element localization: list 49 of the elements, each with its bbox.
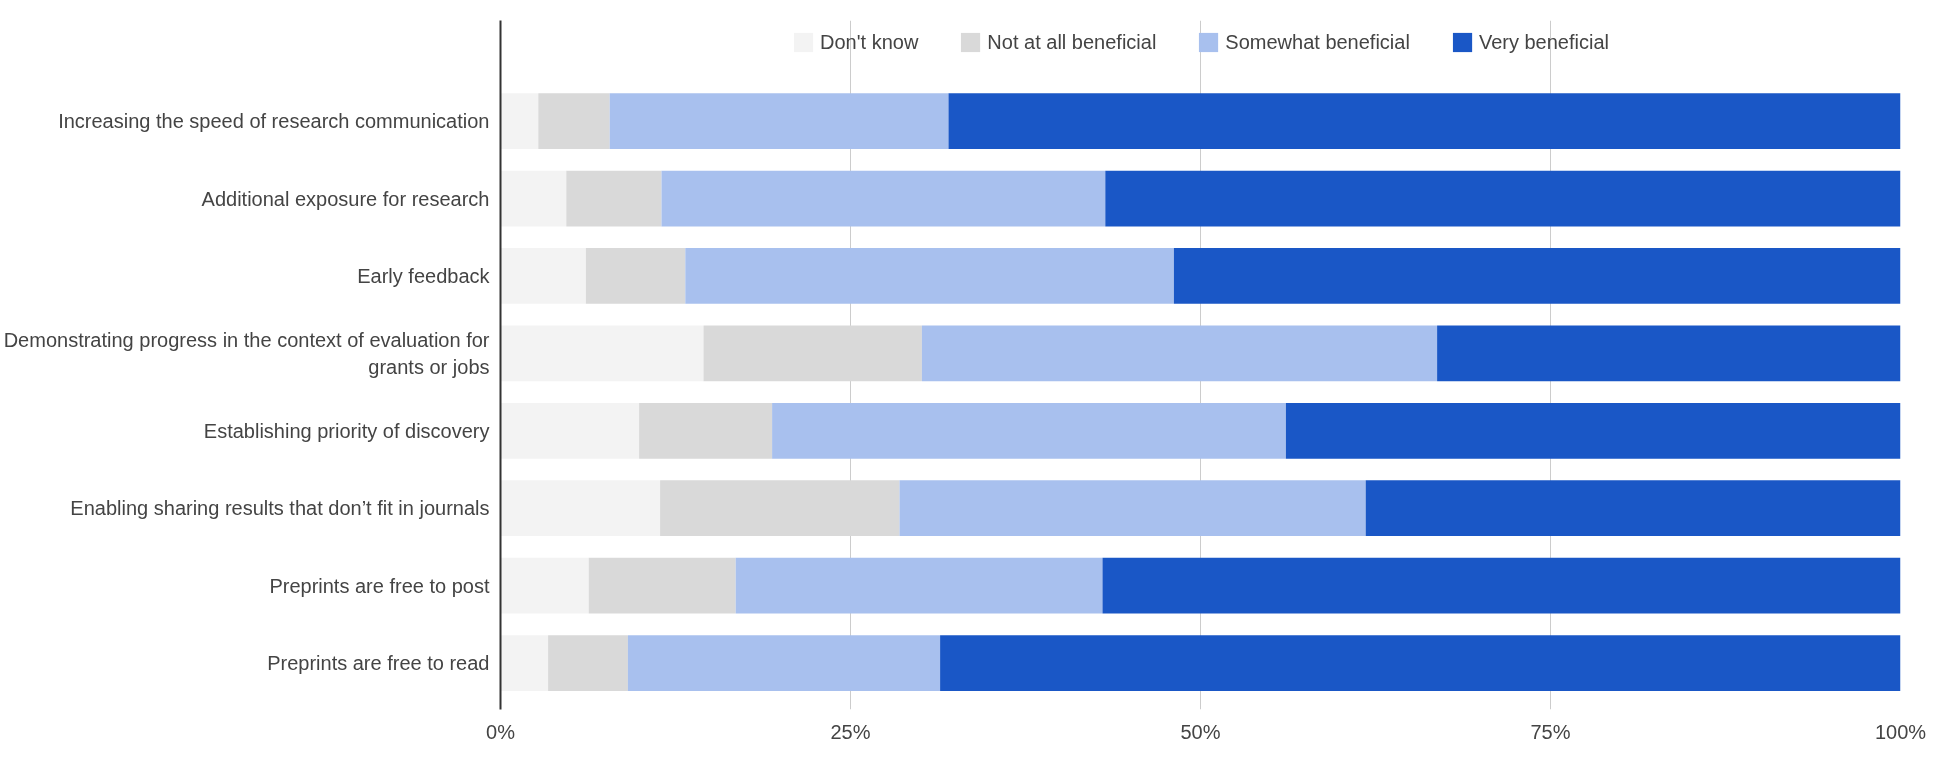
bar [660,480,900,537]
bar [548,635,628,691]
bar [585,248,686,304]
bar [1437,325,1901,382]
bar [1173,248,1901,304]
bar [500,635,549,691]
bar [1105,170,1901,227]
bar [1285,402,1901,459]
y-tick-label: Enabling sharing results that don’t fit in journals [70,497,490,520]
y-tick-label: Preprints are free to read [267,652,490,675]
bar [921,325,1438,382]
legend-label: Don't know [820,30,919,54]
bar [500,480,661,537]
y-tick-label: Increasing the speed of research communication [58,110,490,133]
bar [703,325,922,382]
bar [500,248,586,304]
bar [772,402,1286,459]
x-tick-label: 0% [486,720,516,743]
y-tick-label: Establishing priority of discovery [203,419,490,442]
bar [588,557,736,614]
legend-label: Very beneficial [1478,30,1609,54]
bar [1365,480,1901,537]
bar [627,635,941,691]
y-tick-label: Preprints are free to post [269,574,490,597]
x-tick-label: 75% [1530,720,1571,743]
bar [661,170,1106,227]
bar [735,557,1103,614]
x-tick-label: 100% [1874,720,1927,743]
bar [500,557,589,614]
bar [500,325,704,382]
y-tick-label: Demonstrating progress in the context of evaluation for grants or jobs [3,329,490,378]
bar [500,93,539,150]
bar [500,170,567,227]
bar [1102,557,1901,614]
bar [500,402,640,459]
bar [566,170,662,227]
x-tick-label: 50% [1180,720,1221,743]
bar [948,93,1901,150]
bar [899,480,1366,537]
bar [538,93,610,150]
y-tick-label: Early feedback [357,264,491,287]
y-tick-label: Additional exposure for research [201,187,490,210]
bar [639,402,773,459]
legend-label: Not at all beneficial [987,30,1157,54]
bar [609,93,949,150]
bar [685,248,1174,304]
bar [940,635,1901,691]
x-tick-label: 25% [830,720,871,743]
legend-label: Somewhat beneficial [1225,30,1410,54]
